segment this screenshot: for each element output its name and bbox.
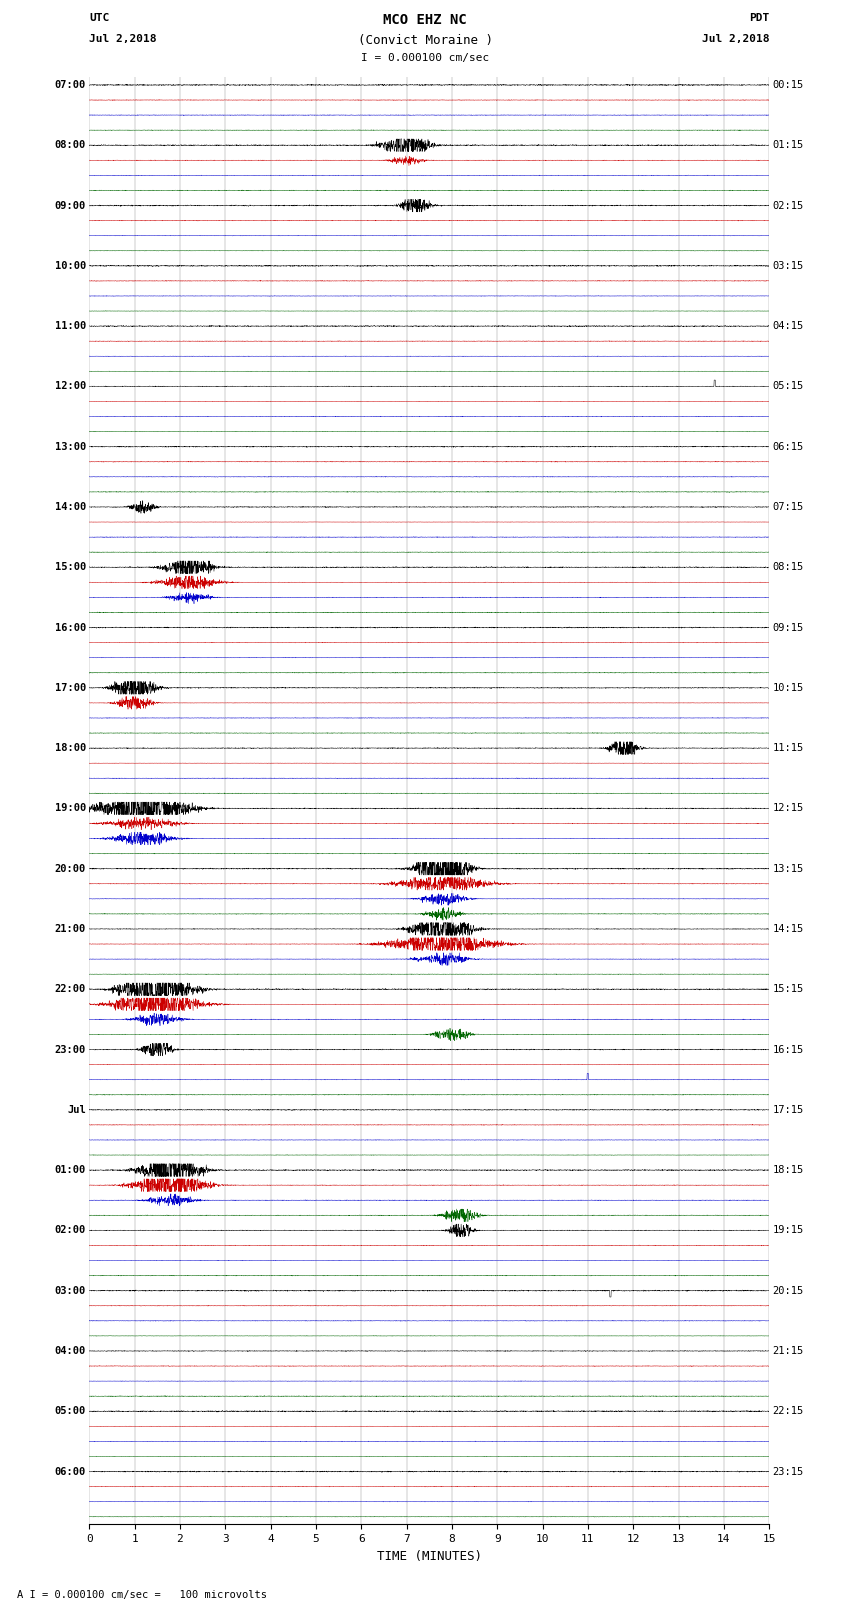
- Text: 18:15: 18:15: [773, 1165, 804, 1176]
- Text: 12:15: 12:15: [773, 803, 804, 813]
- Text: 01:00: 01:00: [54, 1165, 86, 1176]
- Text: 09:15: 09:15: [773, 623, 804, 632]
- Text: 20:15: 20:15: [773, 1286, 804, 1295]
- Text: 14:00: 14:00: [54, 502, 86, 511]
- Text: 17:15: 17:15: [773, 1105, 804, 1115]
- Text: 06:00: 06:00: [54, 1466, 86, 1476]
- Text: 23:15: 23:15: [773, 1466, 804, 1476]
- Text: 00:15: 00:15: [773, 81, 804, 90]
- Text: 05:15: 05:15: [773, 381, 804, 392]
- Text: 08:15: 08:15: [773, 563, 804, 573]
- Text: 18:00: 18:00: [54, 744, 86, 753]
- Text: I = 0.000100 cm/sec: I = 0.000100 cm/sec: [361, 53, 489, 63]
- Text: 04:00: 04:00: [54, 1345, 86, 1357]
- Text: 14:15: 14:15: [773, 924, 804, 934]
- Text: 07:00: 07:00: [54, 81, 86, 90]
- Text: 15:15: 15:15: [773, 984, 804, 994]
- Text: 10:15: 10:15: [773, 682, 804, 694]
- Text: 01:15: 01:15: [773, 140, 804, 150]
- Text: 21:15: 21:15: [773, 1345, 804, 1357]
- Text: 05:00: 05:00: [54, 1407, 86, 1416]
- Text: Jul: Jul: [67, 1105, 86, 1115]
- Text: 22:00: 22:00: [54, 984, 86, 994]
- Text: 08:00: 08:00: [54, 140, 86, 150]
- Text: 10:00: 10:00: [54, 261, 86, 271]
- Text: 11:15: 11:15: [773, 744, 804, 753]
- Text: Jul 2,2018: Jul 2,2018: [702, 34, 769, 44]
- Text: 16:15: 16:15: [773, 1045, 804, 1055]
- Text: 13:15: 13:15: [773, 863, 804, 874]
- Text: 20:00: 20:00: [54, 863, 86, 874]
- Text: A I = 0.000100 cm/sec =   100 microvolts: A I = 0.000100 cm/sec = 100 microvolts: [17, 1590, 267, 1600]
- Text: 22:15: 22:15: [773, 1407, 804, 1416]
- Text: Jul 2,2018: Jul 2,2018: [89, 34, 156, 44]
- Text: 13:00: 13:00: [54, 442, 86, 452]
- Text: 16:00: 16:00: [54, 623, 86, 632]
- Text: 07:15: 07:15: [773, 502, 804, 511]
- Text: 12:00: 12:00: [54, 381, 86, 392]
- Text: 09:00: 09:00: [54, 200, 86, 211]
- Text: 19:00: 19:00: [54, 803, 86, 813]
- Text: 19:15: 19:15: [773, 1226, 804, 1236]
- Text: UTC: UTC: [89, 13, 110, 23]
- Text: 02:00: 02:00: [54, 1226, 86, 1236]
- X-axis label: TIME (MINUTES): TIME (MINUTES): [377, 1550, 482, 1563]
- Text: 21:00: 21:00: [54, 924, 86, 934]
- Text: 11:00: 11:00: [54, 321, 86, 331]
- Text: PDT: PDT: [749, 13, 769, 23]
- Text: 04:15: 04:15: [773, 321, 804, 331]
- Text: 17:00: 17:00: [54, 682, 86, 694]
- Text: 23:00: 23:00: [54, 1045, 86, 1055]
- Text: 15:00: 15:00: [54, 563, 86, 573]
- Text: 02:15: 02:15: [773, 200, 804, 211]
- Text: 03:15: 03:15: [773, 261, 804, 271]
- Text: 06:15: 06:15: [773, 442, 804, 452]
- Text: (Convict Moraine ): (Convict Moraine ): [358, 34, 492, 47]
- Text: MCO EHZ NC: MCO EHZ NC: [383, 13, 467, 27]
- Text: 03:00: 03:00: [54, 1286, 86, 1295]
